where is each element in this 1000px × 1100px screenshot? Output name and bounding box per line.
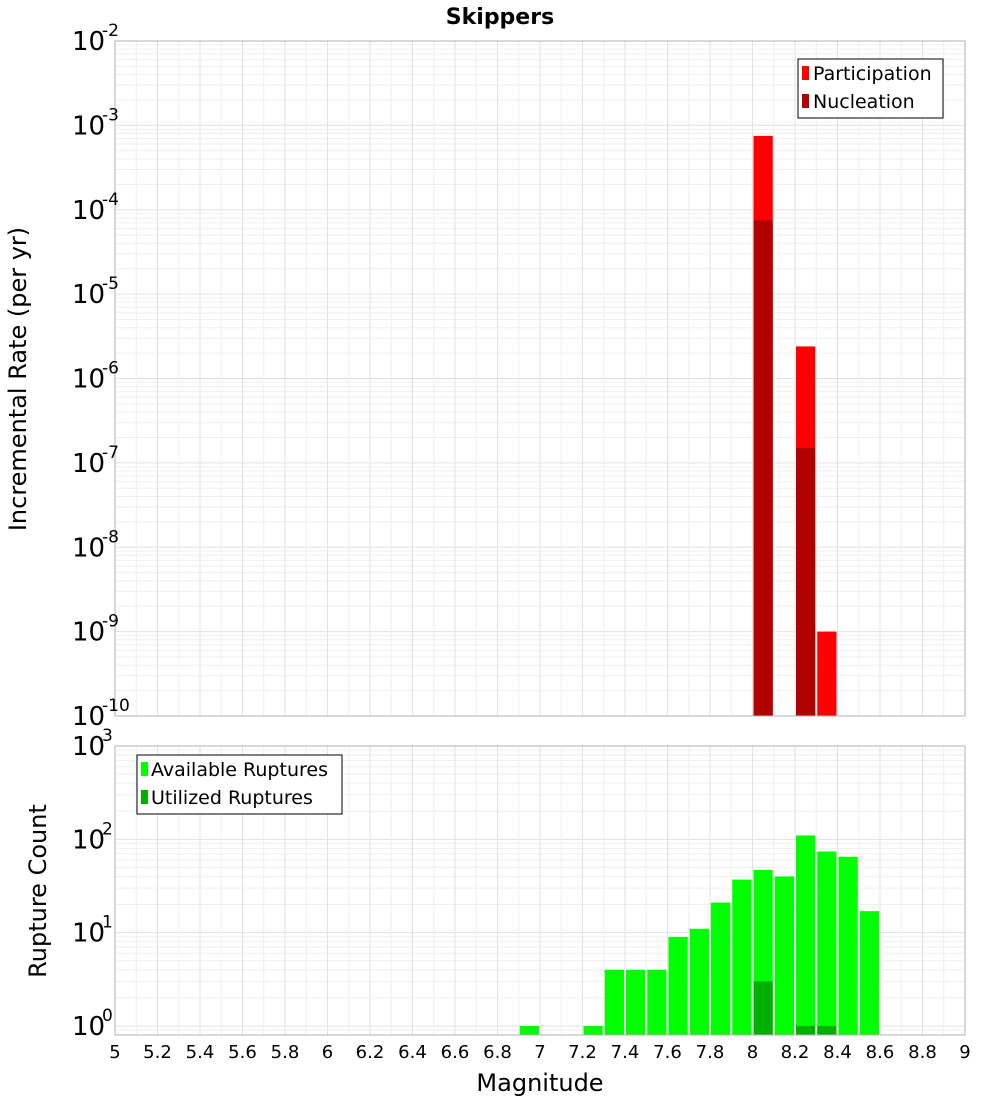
legend-swatch-available bbox=[141, 762, 148, 776]
x-tick-label: 6.4 bbox=[398, 1042, 427, 1063]
count-plot-border bbox=[114, 745, 966, 1036]
bar-nucleation bbox=[796, 448, 816, 716]
rate-y-tick-exponent: -6 bbox=[102, 359, 119, 379]
x-tick-label: 5 bbox=[109, 1042, 120, 1063]
rate-y-tick-label: 10 bbox=[72, 533, 105, 563]
rate-plot-border bbox=[114, 40, 966, 717]
rate-y-tick-label: 10 bbox=[72, 111, 105, 141]
rate-y-tick-exponent: -7 bbox=[102, 443, 119, 463]
bar-available-ruptures bbox=[732, 879, 752, 1035]
x-axis-label: Magnitude bbox=[476, 1069, 603, 1097]
bar-available-ruptures bbox=[647, 969, 667, 1035]
rate-legend: Participation Nucleation bbox=[797, 58, 944, 119]
rate-y-tick-label: 10 bbox=[72, 27, 105, 57]
x-tick-label: 7.4 bbox=[611, 1042, 640, 1063]
x-tick-label: 8 bbox=[747, 1042, 758, 1063]
rate-bars bbox=[753, 135, 837, 717]
rate-legend-box bbox=[797, 58, 944, 119]
count-legend: Available Ruptures Utilized Ruptures bbox=[136, 754, 343, 815]
bar-nucleation bbox=[753, 220, 773, 717]
x-tick-label: 5.8 bbox=[271, 1042, 300, 1063]
bar-utilized-ruptures bbox=[796, 1025, 816, 1035]
rate-y-tick-label: 10 bbox=[72, 280, 105, 310]
bar-utilized-ruptures bbox=[753, 981, 773, 1035]
count-y-tick-exponent: 2 bbox=[102, 819, 113, 839]
x-tick-label: 7.6 bbox=[653, 1042, 682, 1063]
count-y-tick-label: 10 bbox=[72, 919, 105, 949]
bar-available-ruptures bbox=[711, 902, 731, 1035]
rate-y-tick-exponent: -8 bbox=[102, 527, 119, 547]
rate-panel: 10-210-310-410-510-610-710-810-910-10 In… bbox=[4, 21, 966, 732]
legend-label-available: Available Ruptures bbox=[151, 759, 328, 781]
x-tick-label: 9 bbox=[959, 1042, 970, 1063]
x-tick-label: 7.2 bbox=[568, 1042, 597, 1063]
x-tick-label: 8.8 bbox=[908, 1042, 937, 1063]
bar-available-ruptures bbox=[626, 969, 646, 1035]
bar-available-ruptures bbox=[689, 928, 709, 1035]
bar-available-ruptures bbox=[859, 911, 879, 1035]
x-tick-label: 8.2 bbox=[781, 1042, 810, 1063]
x-tick-label: 6.8 bbox=[483, 1042, 512, 1063]
rate-y-tick-label: 10 bbox=[72, 196, 105, 226]
bar-utilized-ruptures bbox=[817, 1025, 837, 1035]
bar-participation bbox=[817, 631, 837, 716]
rate-y-tick-exponent: -2 bbox=[102, 21, 119, 41]
count-x-ticks: 5 5.2 5.4 5.6 5.8 6 6.2 6.4 6.6 6.8 7 7.2 7.4 7.6 7.8 8… bbox=[109, 1042, 970, 1063]
count-y-tick-label: 10 bbox=[72, 1012, 105, 1042]
count-legend-box bbox=[136, 754, 343, 815]
count-y-tick-exponent: 0 bbox=[102, 1006, 113, 1026]
count-y-axis-label: Rupture Count bbox=[24, 804, 52, 978]
x-tick-label: 8.4 bbox=[823, 1042, 852, 1063]
bar-available-ruptures bbox=[604, 969, 624, 1035]
x-tick-label: 6.2 bbox=[356, 1042, 385, 1063]
legend-label-utilized: Utilized Ruptures bbox=[151, 787, 313, 809]
rate-y-tick-exponent: -3 bbox=[102, 105, 119, 125]
rate-y-tick-exponent: -9 bbox=[102, 612, 119, 632]
bar-available-ruptures bbox=[838, 856, 858, 1035]
rate-y-tick-label: 10 bbox=[72, 618, 105, 648]
count-y-tick-exponent: 1 bbox=[102, 913, 113, 933]
rate-y-tick-label: 10 bbox=[72, 365, 105, 395]
count-y-tick-exponent: 3 bbox=[102, 726, 113, 746]
legend-swatch-participation bbox=[802, 66, 809, 80]
rate-y-tick-exponent: -4 bbox=[102, 190, 119, 210]
x-tick-label: 6.6 bbox=[441, 1042, 470, 1063]
x-tick-label: 6 bbox=[322, 1042, 333, 1063]
x-tick-label: 5.2 bbox=[143, 1042, 172, 1063]
x-tick-label: 7 bbox=[534, 1042, 545, 1063]
rate-y-tick-label: 10 bbox=[72, 702, 105, 732]
rate-y-ticks: 10-210-310-410-510-610-710-810-910-10 bbox=[72, 21, 130, 732]
legend-label-participation: Participation bbox=[813, 63, 932, 85]
bar-available-ruptures bbox=[668, 936, 688, 1035]
count-y-tick-label: 10 bbox=[72, 732, 105, 762]
x-tick-label: 5.4 bbox=[186, 1042, 215, 1063]
bar-available-ruptures bbox=[817, 851, 837, 1035]
x-tick-label: 5.6 bbox=[228, 1042, 257, 1063]
count-bars bbox=[519, 835, 879, 1035]
bar-available-ruptures bbox=[519, 1025, 539, 1035]
count-y-tick-label: 10 bbox=[72, 825, 105, 855]
rate-y-tick-exponent: -5 bbox=[102, 274, 119, 294]
bar-available-ruptures bbox=[796, 835, 816, 1035]
legend-label-nucleation: Nucleation bbox=[813, 91, 915, 113]
x-tick-label: 7.8 bbox=[696, 1042, 725, 1063]
legend-swatch-nucleation bbox=[802, 94, 809, 108]
rate-y-tick-label: 10 bbox=[72, 449, 105, 479]
rate-grid bbox=[114, 41, 966, 716]
rate-y-axis-label: Incremental Rate (per yr) bbox=[4, 227, 32, 531]
legend-swatch-utilized bbox=[141, 790, 148, 804]
x-tick-label: 8.6 bbox=[866, 1042, 895, 1063]
chart-title: Skippers bbox=[446, 5, 554, 30]
bar-available-ruptures bbox=[583, 1025, 603, 1035]
bar-available-ruptures bbox=[774, 876, 794, 1035]
rate-y-tick-exponent: -10 bbox=[102, 696, 130, 716]
